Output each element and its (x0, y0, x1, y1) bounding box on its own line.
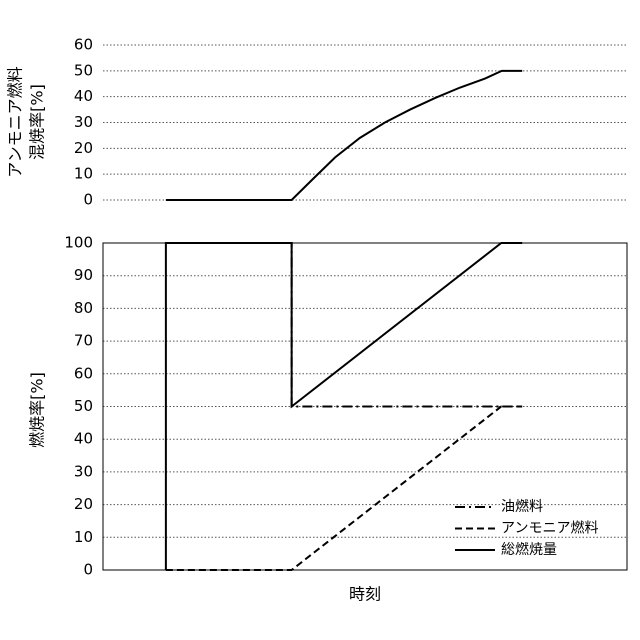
legend-label: 総燃焼量 (501, 541, 557, 558)
y-tick-label: 10 (74, 165, 93, 183)
y-tick-label: 10 (74, 528, 93, 546)
legend-label: 油燃料 (501, 498, 543, 515)
y-tick-label: 50 (74, 61, 93, 79)
y-tick-label: 70 (74, 332, 93, 350)
y-tick-label: 50 (74, 397, 93, 415)
y-tick-label: 60 (74, 364, 93, 382)
data-line (166, 71, 522, 200)
y-tick-label: 60 (74, 36, 93, 54)
data-line (166, 407, 522, 571)
y-tick-label: 0 (83, 191, 93, 209)
y-axis-label: 混焼率[%] (28, 84, 47, 160)
y-tick-label: 20 (74, 495, 93, 513)
y-tick-label: 20 (74, 139, 93, 157)
y-tick-label: 80 (74, 299, 93, 317)
y-tick-label: 100 (64, 234, 93, 252)
y-tick-label: 40 (74, 87, 93, 105)
y-tick-label: 40 (74, 430, 93, 448)
y-tick-label: 90 (74, 266, 93, 284)
y-axis-label: アンモニア燃料 (6, 66, 25, 177)
legend-label: アンモニア燃料 (501, 520, 598, 537)
y-tick-label: 30 (74, 113, 93, 131)
y-tick-label: 30 (74, 462, 93, 480)
y-axis-label: 燃焼率[%] (28, 372, 47, 448)
figure: 0102030405060アンモニア燃料混焼率[%]01020304050607… (0, 0, 640, 640)
x-axis-label: 時刻 (349, 585, 381, 604)
y-tick-label: 0 (83, 561, 93, 579)
